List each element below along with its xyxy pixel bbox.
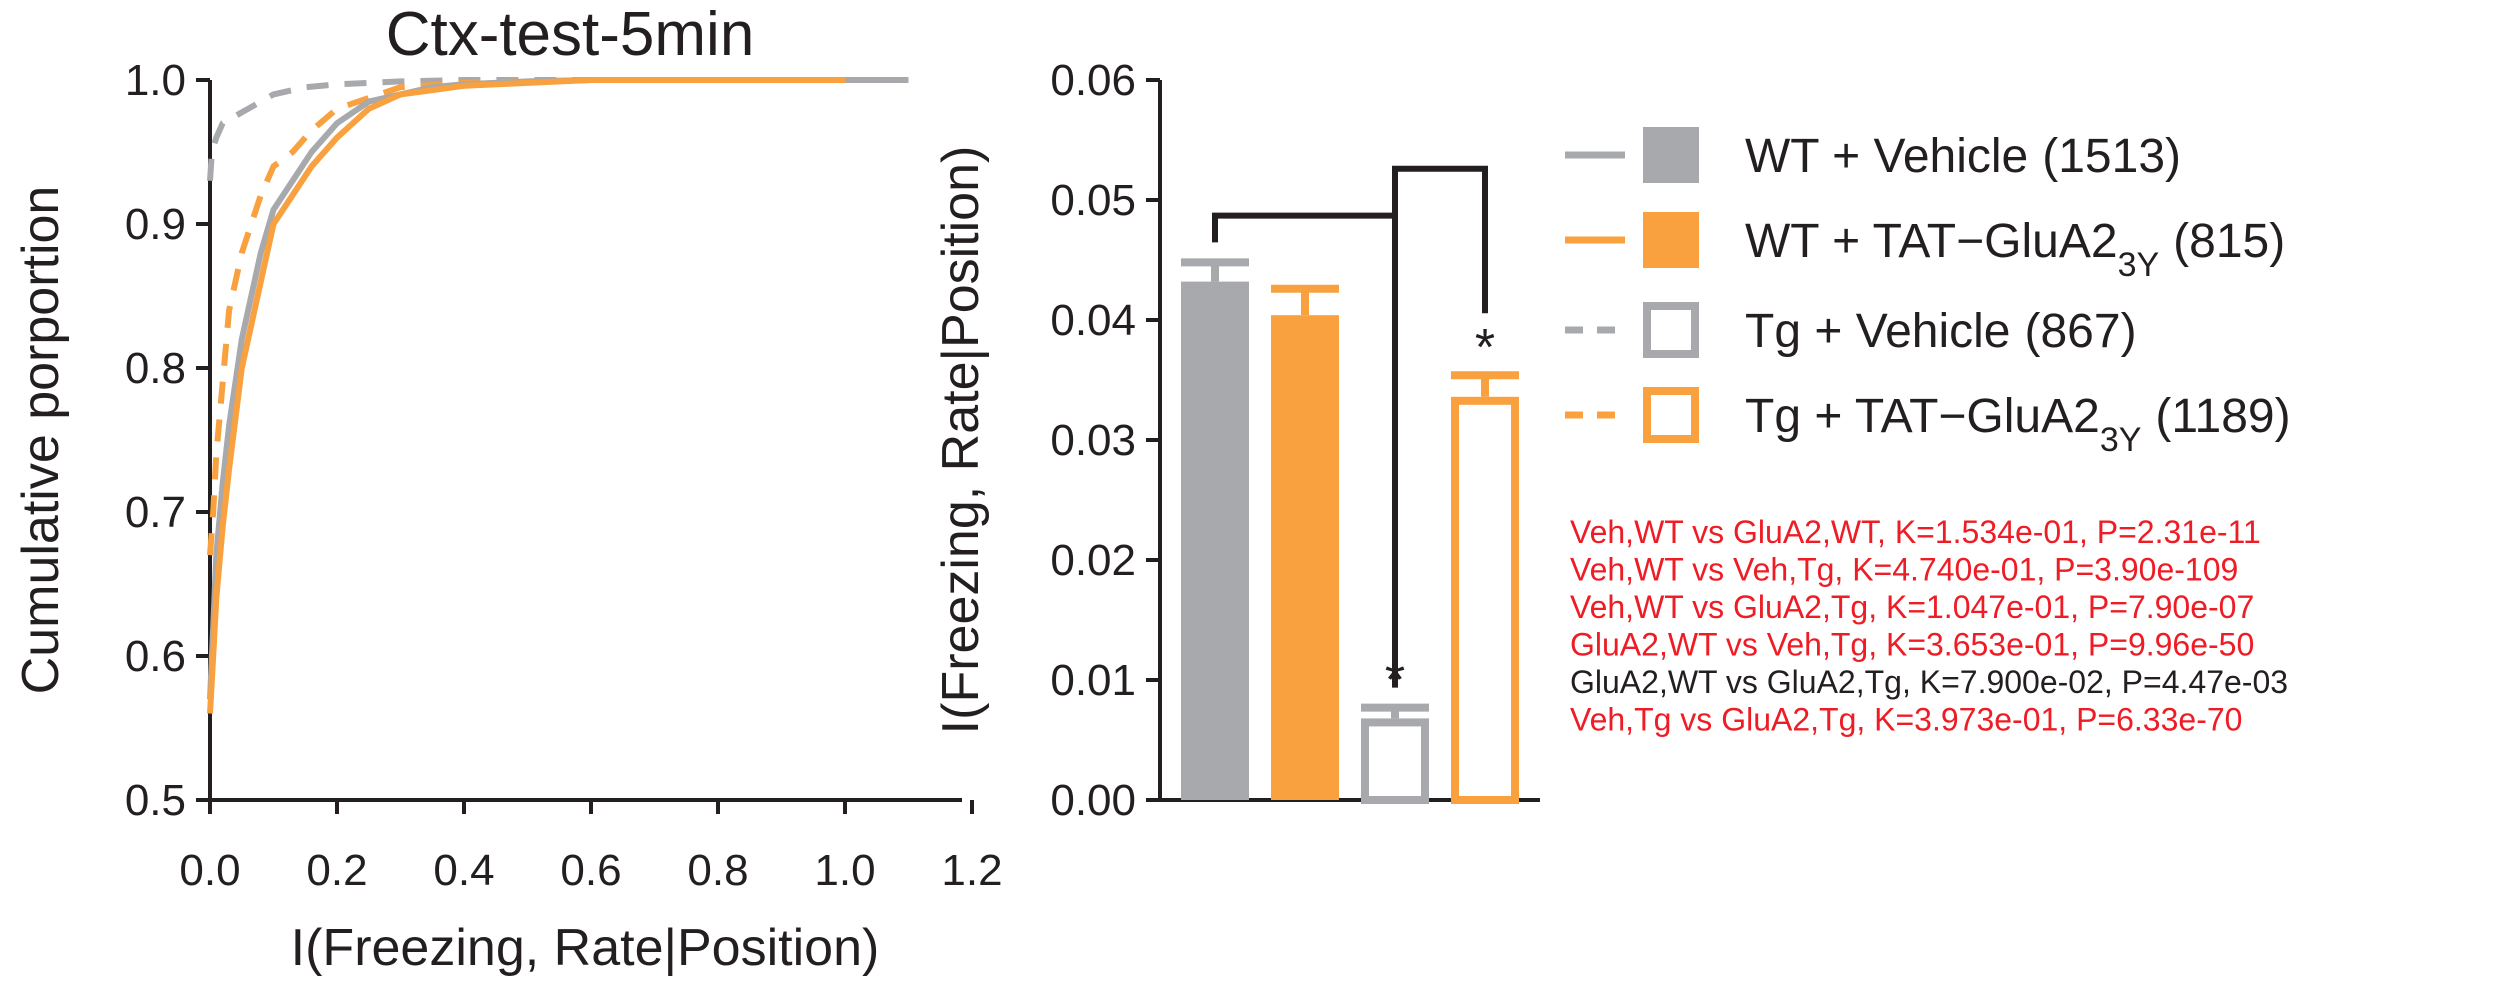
cdf-x-tick-label: 0.6	[560, 846, 621, 895]
cdf-y-tick-label: 0.6	[125, 632, 186, 681]
cdf-series-line	[207, 77, 591, 181]
cdf-series-line	[207, 77, 718, 556]
legend-label: WT + Vehicle (1513)	[1745, 130, 2181, 183]
bar-marks: **	[1181, 258, 1519, 805]
bar-chart: 0.00 0.01 0.02 0.03 0.04 0.05 0.06 ** I(Freezi…	[932, 56, 1540, 825]
statistics-block: Veh,WT vs GluA2,WT, K=1.534e-01, P=2.31e…	[1570, 514, 2288, 738]
legend-label-count: (1189)	[2155, 390, 2290, 443]
cdf-series-line	[207, 77, 845, 714]
legend-box-swatch	[1643, 302, 1699, 358]
legend-label-main: WT + TAT−GluA2	[1745, 215, 2118, 268]
statistics-line: Veh,WT vs Veh,Tg, K=4.740e-01, P=3.90e-1…	[1570, 552, 2238, 588]
bar-y-tick-label: 0.00	[1050, 776, 1136, 825]
cdf-x-tick-label: 1.0	[814, 846, 875, 895]
bar	[1451, 396, 1519, 804]
bar	[1361, 718, 1429, 805]
legend-label-subscript: 3Y	[2118, 246, 2160, 284]
legend-label: Tg + Vehicle (867)	[1745, 305, 2137, 358]
legend-label-main: Tg + Vehicle	[1745, 305, 2011, 358]
bar-y-axis-title: I(Freezing, Rate|Position)	[932, 146, 990, 735]
statistics-line: GluA2,WT vs Veh,Tg, K=3.653e-01, P=9.96e…	[1570, 627, 2254, 663]
cdf-y-tick-label: 0.9	[125, 200, 186, 249]
legend-box-swatch	[1643, 212, 1699, 268]
significance-bracket	[1392, 165, 1488, 688]
significance-asterisk: *	[1475, 319, 1495, 377]
bar-y-tick-label: 0.01	[1050, 656, 1136, 705]
cdf-series-line	[207, 77, 909, 700]
cdf-x-tick-label: 0.4	[433, 846, 494, 895]
legend-label: WT + TAT−GluA23Y (815)	[1745, 215, 2285, 284]
bar-y-tick-label: 0.04	[1050, 296, 1136, 345]
bar-y-tick-label: 0.02	[1050, 536, 1136, 585]
statistics-line: Veh,WT vs GluA2,WT, K=1.534e-01, P=2.31e…	[1570, 514, 2261, 550]
cdf-x-axis-title: I(Freezing, Rate|Position)	[291, 919, 880, 977]
cdf-y-axis-ticks: 0.5 0.6 0.7 0.8 0.9 1.0	[125, 56, 210, 825]
statistics-line: Veh,Tg vs GluA2,Tg, K=3.973e-01, P=6.33e…	[1570, 702, 2242, 738]
legend-label-subscript: 3Y	[2100, 421, 2142, 459]
cdf-x-tick-label: 0.0	[179, 846, 240, 895]
legend-label-count: (867)	[2025, 305, 2137, 358]
cdf-y-axis-title: Cumulative porportion	[12, 186, 70, 695]
cdf-chart: Ctx-test-5min 0.50.60.70.80.91.0 0.0 0.2 0…	[12, 0, 1003, 977]
legend-label-main: Tg + TAT−GluA2	[1745, 390, 2100, 443]
bar-y-tick-label: 0.06	[1050, 56, 1136, 105]
bar-y-tick-label: 0.05	[1050, 176, 1136, 225]
bar	[1181, 281, 1249, 801]
cdf-x-tick-label: 0.8	[687, 846, 748, 895]
legend-label-main: WT + Vehicle	[1745, 130, 2028, 183]
cdf-y-tick-label: 1.0	[125, 56, 186, 105]
cdf-series-lines	[207, 77, 909, 714]
cdf-x-tick-label: 0.2	[306, 846, 367, 895]
statistics-line: GluA2,WT vs GluA2,Tg, K=7.900e-02, P=4.4…	[1570, 664, 2288, 700]
chart-title: Ctx-test-5min	[386, 0, 755, 69]
bar	[1271, 315, 1339, 800]
cdf-x-tick-label: 1.2	[941, 846, 1002, 895]
cdf-y-tick-label: 0.7	[125, 488, 186, 537]
statistics-line: Veh,WT vs GluA2,Tg, K=1.047e-01, P=7.90e…	[1570, 589, 2254, 625]
legend-box-swatch	[1643, 127, 1699, 183]
legend-label: Tg + TAT−GluA23Y (1189)	[1745, 390, 2291, 459]
bar-y-tick-label: 0.03	[1050, 416, 1136, 465]
bar-y-axis-ticks: 0.00 0.01 0.02 0.03 0.04 0.05 0.06	[1050, 56, 1160, 825]
legend-label-count: (815)	[2173, 215, 2285, 268]
cdf-x-axis-ticks: 0.0 0.2 0.4 0.6 0.8 1.0 1.2	[179, 800, 1003, 895]
significance-brackets	[1212, 165, 1488, 688]
cdf-y-tick-label: 0.8	[125, 344, 186, 393]
legend-label-count: (1513)	[2042, 130, 2181, 183]
cdf-y-tick-label: 0.5	[125, 776, 186, 825]
legend-box-swatch	[1643, 387, 1699, 443]
legend: WT + Vehicle (1513)WT + TAT−GluA23Y (815)T…	[1565, 127, 2291, 459]
